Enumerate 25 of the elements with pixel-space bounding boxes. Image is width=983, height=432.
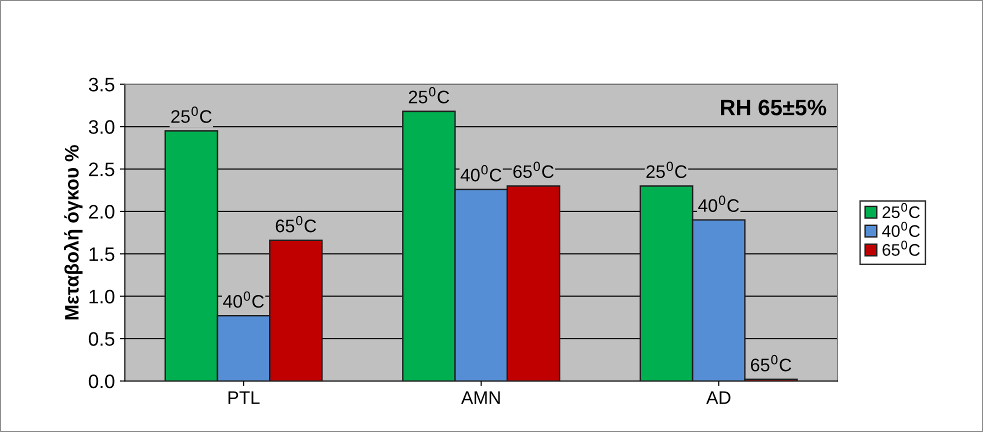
- y-tick-label: 2.0: [89, 204, 114, 219]
- annotation: 65$^{0}$C: [750, 354, 792, 372]
- x-tick-label: PTL: [228, 391, 260, 404]
- y-tick-label: 0.0: [88, 374, 114, 388]
- y-tick-label: 3.5: [88, 78, 114, 92]
- annotation: 65$^{0}$C: [513, 162, 554, 178]
- annotation: 25$^{0}$C: [171, 106, 212, 123]
- annotation: 65$^{0}$C: [276, 216, 316, 232]
- y-tick-label: 3.0: [88, 120, 114, 134]
- legend-label: 40$^{0}$C: [882, 222, 920, 237]
- annotation: 40$^{0}$C: [698, 195, 739, 212]
- legend-label: 65$^{0}$C: [882, 240, 920, 256]
- annotation: 40$^{0}$C: [223, 291, 264, 308]
- legend-label: 25$^{0}$C: [882, 202, 920, 218]
- annotation: 40$^{0}$C: [460, 164, 502, 182]
- x-tick-label: AD: [706, 391, 730, 404]
- y-tick-label: 1.0: [90, 290, 114, 304]
- y-tick-label: 1.5: [90, 248, 114, 262]
- annotation: 25$^{0}$C: [646, 162, 687, 178]
- y-axis-title: Μεταβολή όγκου %: [64, 145, 83, 320]
- annotation: 25$^{0}$C: [408, 86, 450, 104]
- annotation: RH 65±5%: [721, 100, 826, 116]
- y-tick-label: 0.5: [88, 332, 114, 346]
- x-tick-label: AMN: [461, 391, 500, 404]
- y-tick-label: 2.5: [89, 162, 114, 176]
